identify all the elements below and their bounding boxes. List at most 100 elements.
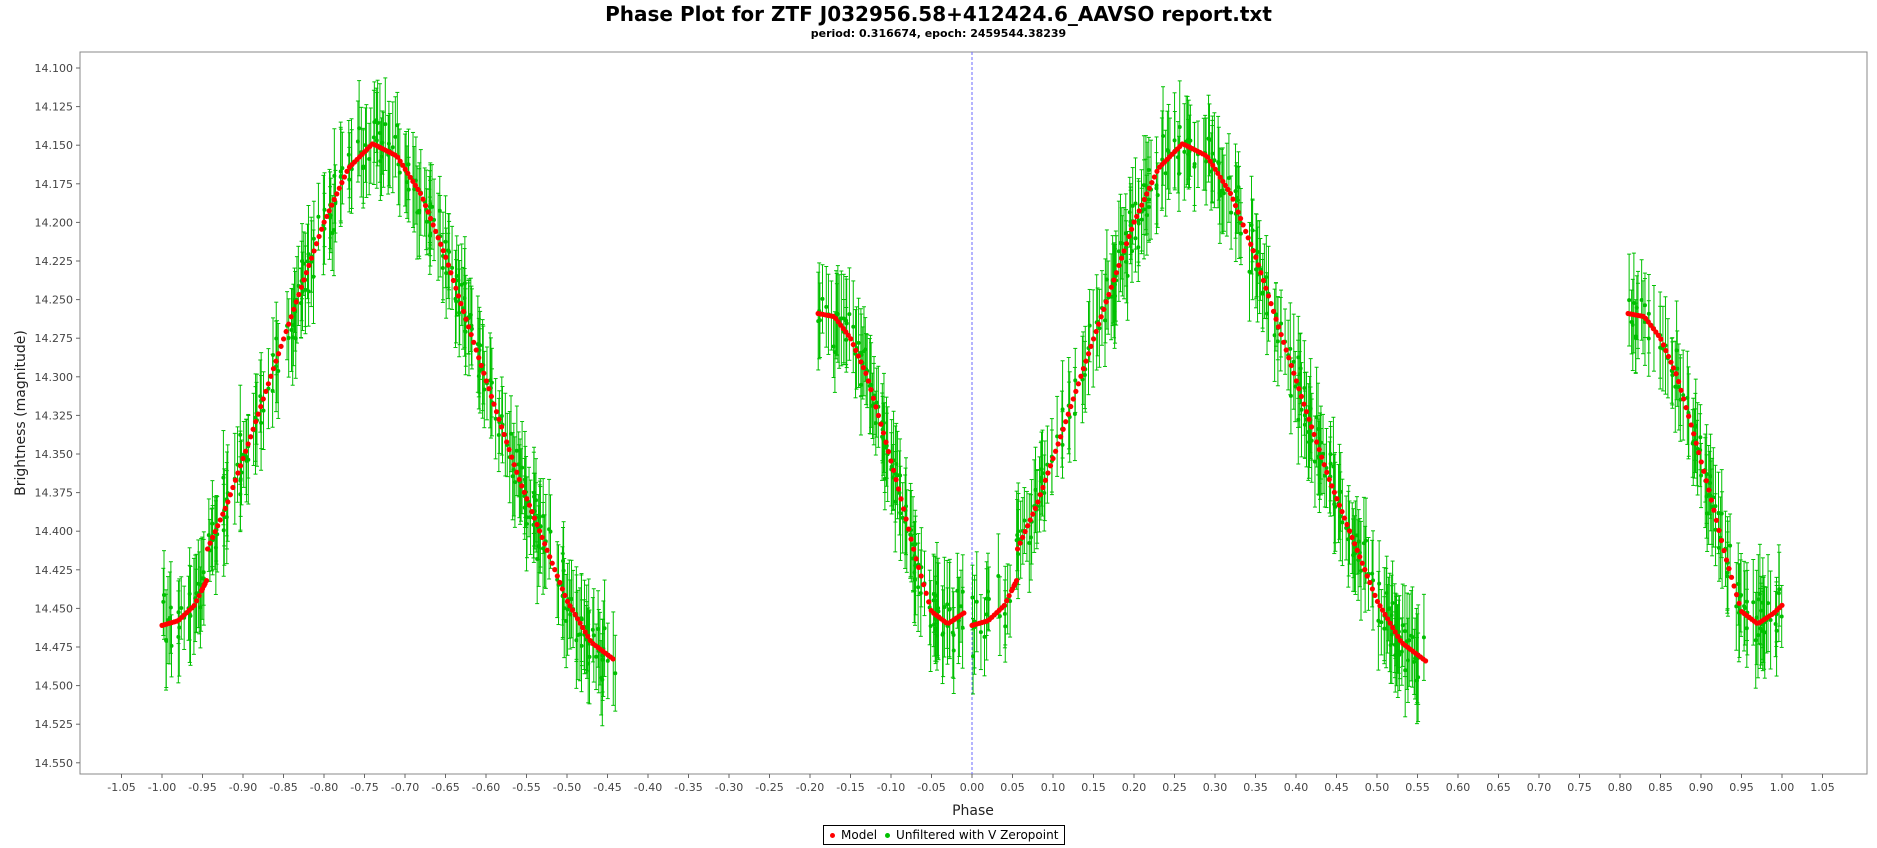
model-point	[1377, 603, 1383, 609]
model-point	[1362, 567, 1368, 573]
observation-point	[1055, 434, 1060, 439]
observation-point	[1060, 442, 1065, 447]
model-point	[227, 492, 233, 498]
observation-point	[1038, 479, 1043, 484]
observation-point	[916, 585, 921, 590]
observation-point	[496, 432, 501, 437]
observation-point	[363, 143, 368, 148]
model-point	[853, 347, 859, 353]
y-tick-label: 14.125	[35, 101, 74, 114]
observation-point	[390, 145, 395, 150]
observation-point	[1226, 176, 1231, 181]
model-point	[868, 387, 874, 393]
model-point	[488, 393, 495, 400]
chart-subtitle: period: 0.316674, epoch: 2459544.38239	[810, 27, 1067, 40]
observation-point	[1716, 510, 1721, 515]
observation-point	[1394, 637, 1399, 642]
model-point	[260, 396, 266, 402]
model-point	[204, 546, 211, 552]
model-point	[1298, 393, 1305, 400]
model-point	[1205, 154, 1211, 160]
y-tick-label: 14.550	[35, 757, 74, 770]
model-point	[473, 347, 479, 353]
observation-point	[1340, 520, 1345, 525]
model-point	[1691, 431, 1697, 437]
observation-point	[873, 421, 878, 426]
observation-point	[1163, 171, 1168, 176]
model-point	[1250, 248, 1256, 254]
x-tick-label: -0.90	[229, 781, 257, 794]
observation-point	[322, 207, 327, 212]
observation-point	[1742, 605, 1747, 610]
model-point	[1329, 483, 1335, 489]
model-point	[1306, 416, 1312, 422]
model-point	[324, 213, 330, 220]
observation-point	[1384, 591, 1389, 596]
model-point	[415, 186, 421, 192]
observation-point	[861, 349, 866, 354]
observation-point	[450, 265, 455, 270]
observation-point	[935, 607, 940, 612]
model-point	[1025, 523, 1031, 529]
y-tick-label: 14.450	[35, 602, 74, 615]
model-point	[880, 430, 887, 436]
x-tick-label: 0.15	[1081, 781, 1106, 794]
model-point	[913, 556, 919, 562]
observation-point	[167, 615, 172, 620]
model-point	[1116, 262, 1122, 269]
model-point	[1052, 448, 1059, 454]
x-tick-label: -1.00	[148, 781, 176, 794]
x-tick-label: -0.20	[796, 781, 824, 794]
x-tick-label: 0.05	[1000, 781, 1025, 794]
observation-point	[1356, 539, 1361, 544]
y-tick-label: 14.225	[35, 255, 74, 268]
model-point	[526, 502, 533, 508]
observation-point	[594, 654, 599, 659]
observation-point	[605, 658, 610, 663]
observation-point	[444, 271, 449, 276]
observation-point	[355, 139, 360, 144]
model-point	[1017, 540, 1023, 546]
observation-point	[858, 350, 863, 355]
x-tick-label: -0.30	[715, 781, 743, 794]
model-point	[1063, 419, 1069, 425]
model-point	[1222, 182, 1228, 188]
model-point	[412, 182, 418, 188]
observation-point	[1728, 543, 1733, 548]
model-point	[524, 496, 530, 502]
model-point	[1683, 405, 1689, 411]
model-point	[855, 353, 861, 359]
model-point	[1270, 308, 1277, 314]
model-point	[215, 523, 221, 529]
model-point	[306, 262, 312, 269]
observation-point	[1634, 305, 1639, 310]
observation-point	[613, 671, 618, 676]
model-point	[1045, 470, 1051, 476]
model-point	[265, 381, 271, 387]
model-point	[845, 332, 851, 338]
model-point	[395, 154, 401, 160]
model-point	[1686, 413, 1692, 419]
observation-point	[1260, 291, 1265, 296]
observation-point	[1133, 201, 1138, 206]
model-point	[1088, 343, 1094, 349]
observation-point	[482, 387, 487, 392]
observation-point	[587, 654, 592, 659]
observation-point	[1250, 228, 1255, 233]
model-point	[1728, 574, 1735, 580]
observation-point	[1104, 277, 1109, 282]
model-point	[1352, 541, 1358, 547]
model-point	[1703, 478, 1709, 484]
x-tick-label: 1.05	[1810, 781, 1835, 794]
model-point	[222, 505, 228, 511]
model-point	[1075, 381, 1081, 387]
model-point	[536, 528, 543, 534]
model-point	[1665, 353, 1672, 360]
model-point	[610, 656, 616, 662]
model-point	[1339, 509, 1345, 515]
model-point	[1382, 611, 1388, 618]
model-point	[878, 421, 884, 427]
y-tick-label: 14.375	[35, 487, 74, 500]
model-point	[1726, 566, 1732, 572]
model-point	[280, 336, 287, 342]
